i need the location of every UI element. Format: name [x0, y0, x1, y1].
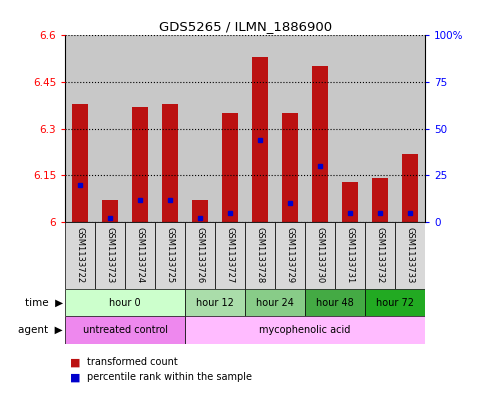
Text: GSM1133730: GSM1133730	[315, 227, 325, 284]
Text: ■: ■	[70, 372, 81, 382]
Bar	[275, 35, 305, 222]
Bar	[215, 35, 245, 222]
Bar	[402, 154, 418, 222]
Bar	[342, 182, 358, 222]
Bar	[245, 222, 275, 289]
Bar	[185, 35, 215, 222]
Text: mycophenolic acid: mycophenolic acid	[259, 325, 351, 335]
Bar	[95, 222, 125, 289]
Text: GSM1133732: GSM1133732	[376, 227, 384, 284]
Title: GDS5265 / ILMN_1886900: GDS5265 / ILMN_1886900	[158, 20, 332, 33]
Bar	[65, 316, 185, 344]
Bar	[132, 107, 148, 222]
Bar	[125, 222, 155, 289]
Bar	[185, 289, 245, 316]
Bar	[365, 289, 425, 316]
Bar	[372, 178, 388, 222]
Bar	[102, 200, 118, 222]
Bar	[155, 222, 185, 289]
Bar	[395, 35, 425, 222]
Bar	[305, 35, 335, 222]
Text: untreated control: untreated control	[83, 325, 168, 335]
Bar	[282, 113, 298, 222]
Bar	[72, 104, 88, 222]
Text: GSM1133729: GSM1133729	[285, 228, 295, 283]
Bar	[312, 66, 328, 222]
Bar	[335, 222, 365, 289]
Bar	[65, 289, 185, 316]
Bar	[215, 222, 245, 289]
Text: hour 72: hour 72	[376, 298, 414, 308]
Text: percentile rank within the sample: percentile rank within the sample	[87, 372, 252, 382]
Bar	[222, 113, 239, 222]
Bar	[95, 35, 125, 222]
Text: GSM1133726: GSM1133726	[196, 227, 205, 284]
Text: GSM1133722: GSM1133722	[76, 228, 85, 283]
Text: GSM1133727: GSM1133727	[226, 227, 235, 284]
Bar	[162, 104, 178, 222]
Text: hour 48: hour 48	[316, 298, 354, 308]
Bar	[192, 200, 208, 222]
Bar	[305, 289, 365, 316]
Bar	[125, 35, 155, 222]
Text: hour 12: hour 12	[196, 298, 234, 308]
Bar	[365, 222, 395, 289]
Text: hour 24: hour 24	[256, 298, 294, 308]
Bar	[245, 35, 275, 222]
Bar	[65, 35, 95, 222]
Bar	[252, 57, 269, 222]
Bar	[185, 222, 215, 289]
Bar	[185, 316, 425, 344]
Text: GSM1133723: GSM1133723	[106, 227, 114, 284]
Text: transformed count: transformed count	[87, 357, 178, 367]
Text: GSM1133724: GSM1133724	[136, 228, 145, 283]
Text: GSM1133731: GSM1133731	[345, 227, 355, 284]
Bar	[365, 35, 395, 222]
Text: ■: ■	[70, 357, 81, 367]
Bar	[155, 35, 185, 222]
Text: GSM1133725: GSM1133725	[166, 228, 175, 283]
Text: time  ▶: time ▶	[25, 298, 63, 308]
Bar	[65, 222, 95, 289]
Bar	[395, 222, 425, 289]
Text: hour 0: hour 0	[109, 298, 141, 308]
Text: agent  ▶: agent ▶	[18, 325, 63, 335]
Bar	[335, 35, 365, 222]
Text: GSM1133728: GSM1133728	[256, 227, 265, 284]
Text: GSM1133733: GSM1133733	[406, 227, 414, 284]
Bar	[245, 289, 305, 316]
Bar	[275, 222, 305, 289]
Bar	[305, 222, 335, 289]
